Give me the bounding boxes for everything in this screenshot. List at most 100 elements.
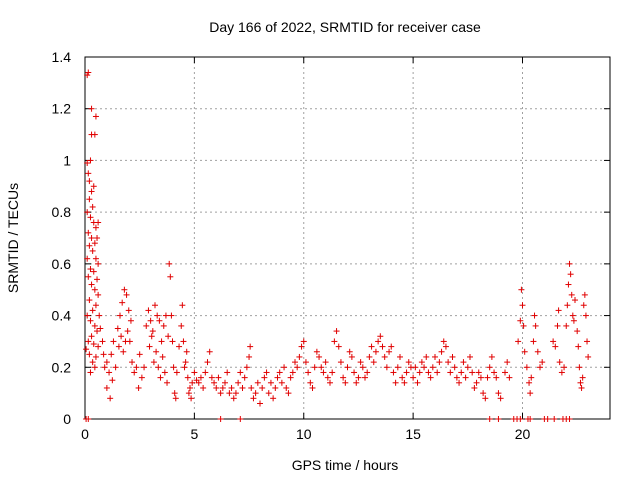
data-point (217, 416, 224, 422)
data-point (425, 369, 432, 376)
data-point (445, 359, 452, 366)
data-point (305, 369, 312, 376)
data-point (153, 348, 160, 355)
data-point (298, 343, 305, 350)
data-point (178, 322, 185, 329)
data-point (165, 333, 172, 340)
data-point (127, 317, 134, 324)
data-point (359, 364, 366, 371)
data-point (283, 384, 290, 391)
data-point (574, 328, 581, 335)
data-point (191, 369, 198, 376)
data-point (579, 374, 586, 381)
x-axis-label: GPS time / hours (292, 457, 399, 473)
data-point (162, 312, 169, 319)
data-point (239, 384, 246, 391)
data-point (421, 364, 428, 371)
data-point (188, 395, 195, 402)
data-point (164, 379, 171, 386)
data-point (534, 348, 541, 355)
data-point (451, 364, 458, 371)
data-point (101, 364, 108, 371)
data-point (568, 291, 575, 298)
data-point (254, 379, 261, 386)
data-point (237, 416, 244, 422)
data-point (333, 328, 340, 335)
data-point (386, 348, 393, 355)
data-point (146, 343, 153, 350)
data-point (148, 333, 155, 340)
data-point (94, 235, 101, 241)
data-point (237, 369, 244, 376)
data-point (580, 302, 587, 309)
data-point (100, 351, 107, 358)
data-point (86, 178, 93, 185)
data-point (187, 384, 193, 391)
data-point (379, 343, 386, 350)
data-point (292, 359, 298, 366)
data-point (520, 322, 527, 329)
data-point (276, 369, 283, 376)
data-point (90, 341, 97, 348)
x-tick-label: 5 (190, 426, 198, 442)
data-point (179, 302, 186, 309)
data-point (87, 317, 94, 324)
data-point (126, 338, 133, 345)
data-point (89, 307, 96, 314)
data-point (368, 343, 375, 350)
data-point (109, 377, 116, 384)
data-point (161, 369, 168, 376)
data-point (176, 343, 183, 350)
data-point (423, 353, 430, 360)
data-point (89, 203, 96, 210)
data-point (108, 351, 115, 358)
data-point (412, 364, 419, 371)
data-point (149, 328, 156, 335)
data-point (307, 379, 314, 386)
data-point (532, 322, 539, 329)
data-point (85, 273, 92, 280)
data-point (90, 268, 97, 275)
data-point (91, 240, 98, 247)
data-point (436, 359, 443, 366)
data-point (491, 369, 498, 376)
data-point (95, 291, 102, 298)
data-point (313, 348, 320, 355)
data-point (442, 343, 449, 350)
data-point (84, 209, 91, 216)
data-point (197, 374, 204, 381)
data-point (160, 322, 167, 329)
data-point (166, 260, 173, 267)
data-point (566, 416, 573, 422)
data-point (141, 364, 148, 371)
data-point (224, 369, 231, 376)
data-point (159, 353, 166, 360)
data-point (217, 390, 224, 397)
data-point (410, 374, 417, 381)
data-point (135, 384, 142, 391)
data-point (493, 374, 500, 381)
data-point (95, 260, 102, 267)
data-point (394, 364, 401, 371)
data-point (519, 302, 526, 309)
y-axis: 0 0.2 0.4 0.6 0.8 1 1.2 1.4 (52, 49, 610, 427)
data-point (578, 384, 585, 391)
data-point (92, 302, 99, 309)
data-point (107, 395, 114, 402)
data-point (370, 359, 377, 366)
data-point (131, 369, 138, 376)
data-point (247, 343, 254, 350)
data-point (515, 338, 522, 345)
data-point (87, 369, 94, 376)
x-axis: 0 5 10 15 20 (81, 57, 530, 442)
data-point (156, 317, 163, 324)
data-point (544, 416, 551, 422)
data-point (486, 364, 493, 371)
data-point (464, 364, 471, 371)
x-tick-label: 0 (81, 426, 89, 442)
data-point (289, 369, 296, 376)
data-point (129, 359, 136, 366)
data-point (381, 353, 388, 360)
data-point (572, 297, 578, 304)
data-point (147, 317, 154, 324)
